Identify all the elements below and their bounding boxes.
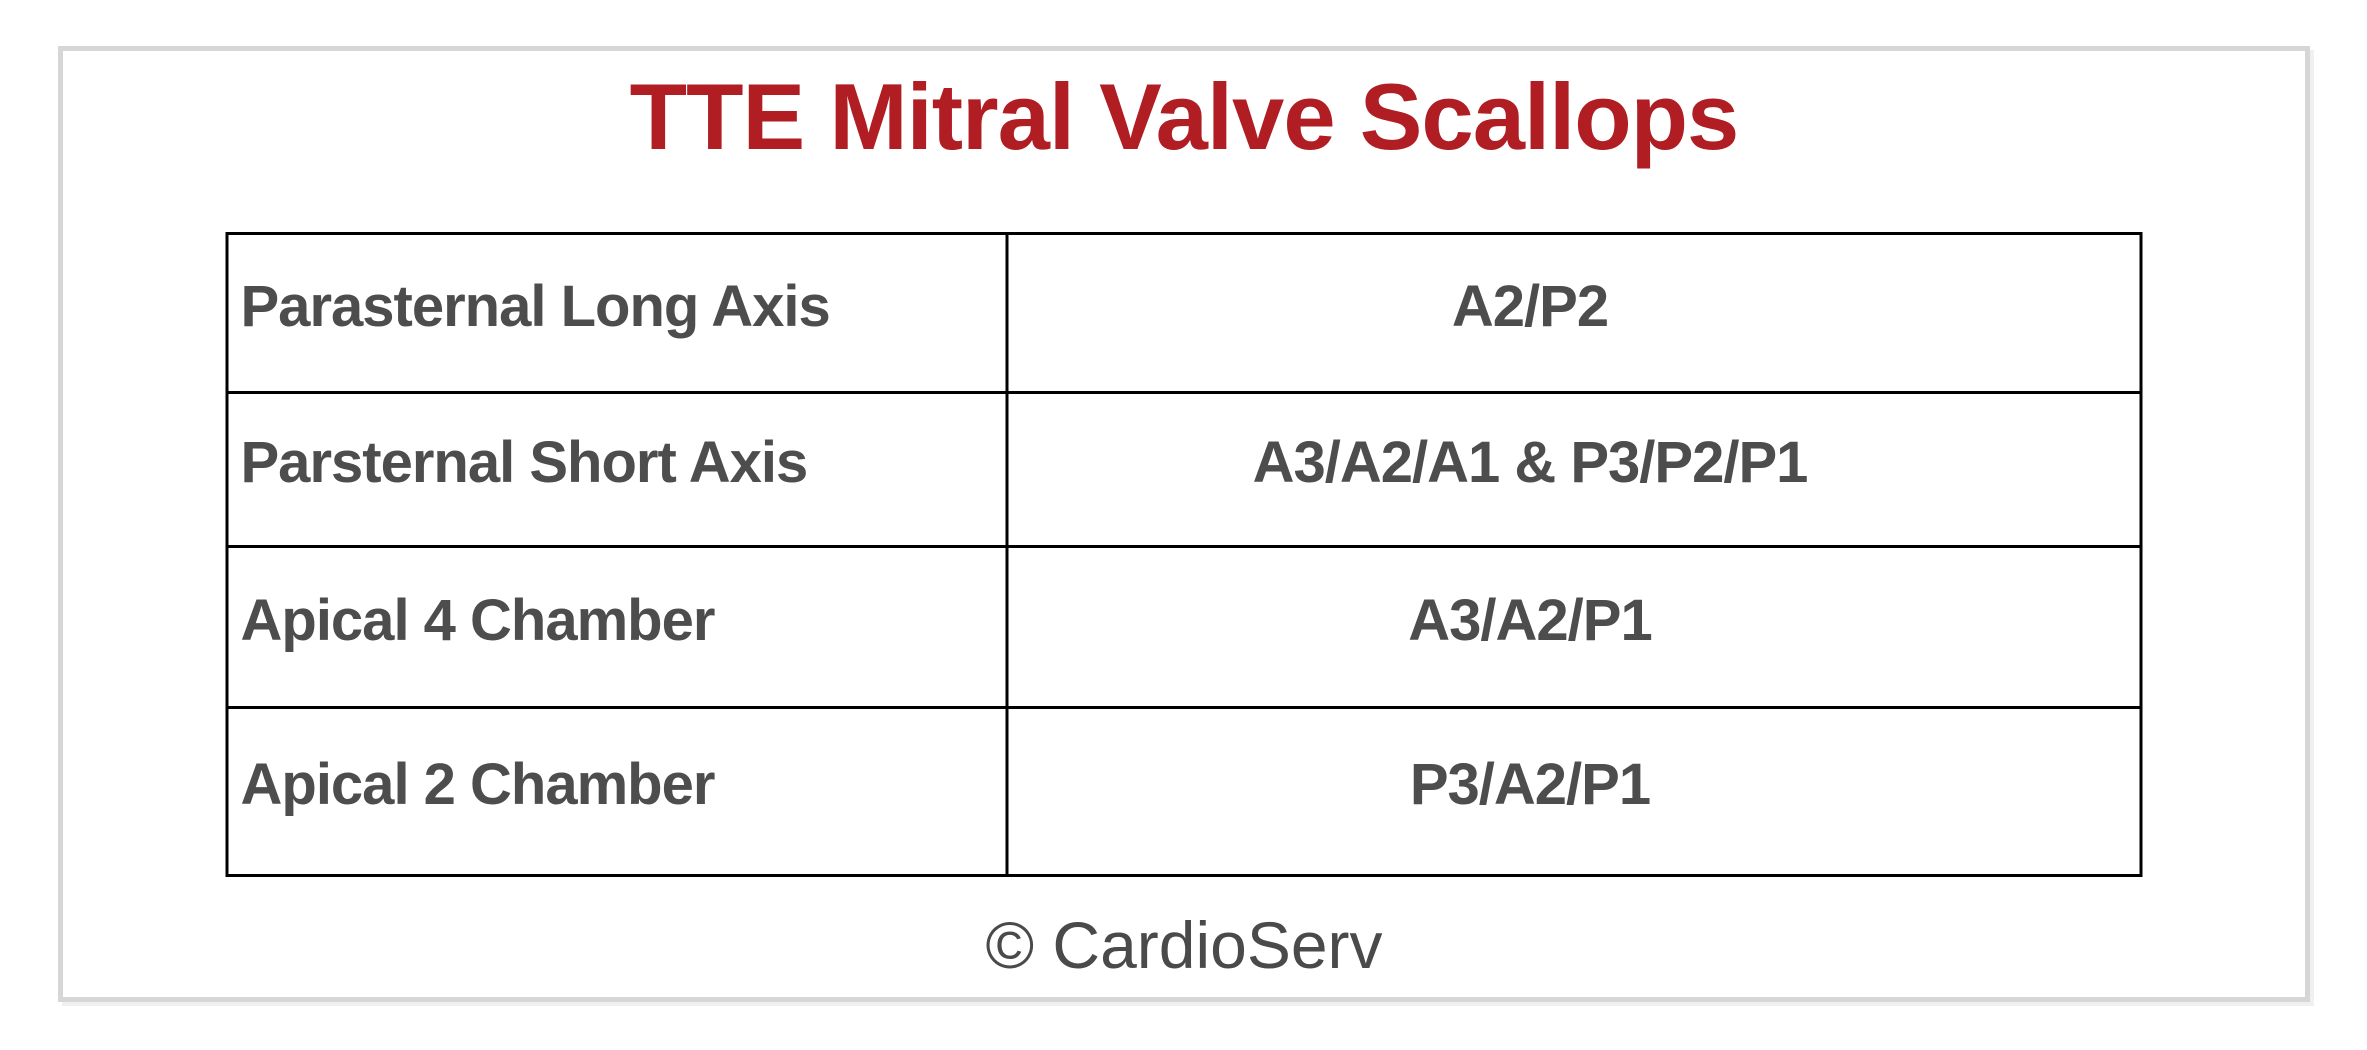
scallops-cell: A3/A2/P1 bbox=[1005, 545, 2143, 709]
view-cell: Parsternal Short Axis bbox=[225, 391, 1009, 548]
copyright-text: © CardioServ bbox=[985, 908, 1383, 982]
table-row: Parasternal Long Axis A2/P2 bbox=[225, 232, 2143, 394]
view-cell: Apical 4 Chamber bbox=[225, 545, 1009, 709]
card: TTE Mitral Valve Scallops Parasternal Lo… bbox=[58, 46, 2310, 1002]
page-title: TTE Mitral Valve Scallops bbox=[629, 64, 1740, 169]
scallops-cell: P3/A2/P1 bbox=[1005, 706, 2143, 877]
scallops-table: Parasternal Long Axis A2/P2 Parsternal S… bbox=[225, 232, 2143, 877]
table-row: Parsternal Short Axis A3/A2/A1 & P3/P2/P… bbox=[225, 391, 2143, 548]
scallops-cell: A3/A2/A1 & P3/P2/P1 bbox=[1005, 391, 2143, 548]
table-row: Apical 4 Chamber A3/A2/P1 bbox=[225, 545, 2143, 709]
scallops-cell: A2/P2 bbox=[1005, 232, 2143, 394]
table-row: Apical 2 Chamber P3/A2/P1 bbox=[225, 706, 2143, 877]
view-cell: Apical 2 Chamber bbox=[225, 706, 1009, 877]
view-cell: Parasternal Long Axis bbox=[225, 232, 1009, 394]
